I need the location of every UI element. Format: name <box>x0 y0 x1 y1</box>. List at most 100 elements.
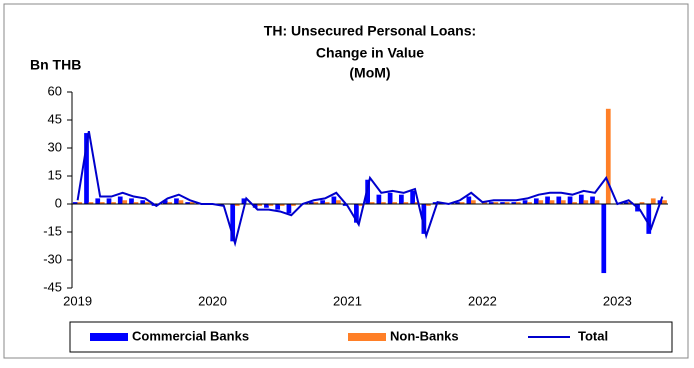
y-tick-label: -30 <box>43 251 62 266</box>
bar <box>336 200 341 204</box>
bar <box>241 198 247 204</box>
bar <box>623 202 629 204</box>
bar <box>425 204 431 206</box>
bar <box>354 204 359 223</box>
y-tick-label: 0 <box>55 195 62 210</box>
bar <box>466 196 472 204</box>
x-tick-label: 2020 <box>198 293 227 308</box>
bar <box>122 200 128 204</box>
bar <box>178 200 184 204</box>
legend-swatch <box>90 333 128 341</box>
bar <box>432 202 438 204</box>
y-tick-label: 60 <box>48 83 62 98</box>
bar <box>545 196 550 204</box>
bar <box>189 202 195 204</box>
bar <box>511 202 517 204</box>
bar <box>392 202 397 204</box>
bar <box>275 204 281 210</box>
bar <box>331 196 337 204</box>
line <box>76 131 664 247</box>
chart-title: TH: Unsecured Personal Loans: <box>264 23 476 39</box>
bar <box>185 202 191 204</box>
bar <box>594 200 600 204</box>
bar <box>605 108 611 204</box>
bar <box>309 202 314 204</box>
bar <box>500 202 505 204</box>
bar <box>342 204 348 206</box>
chart-border <box>3 3 689 359</box>
bar <box>403 202 409 204</box>
chart-title: Change in Value <box>316 45 424 61</box>
bar <box>320 200 326 204</box>
bar <box>144 202 150 204</box>
bar <box>387 192 393 204</box>
bar <box>504 202 510 204</box>
bar <box>470 200 476 204</box>
legend-label: Commercial Banks <box>132 328 249 343</box>
bar <box>268 204 274 206</box>
bar <box>133 202 139 204</box>
bar <box>140 200 146 204</box>
y-tick-label: -15 <box>43 223 62 238</box>
bar <box>650 198 656 204</box>
bar <box>313 202 319 204</box>
bar <box>538 200 544 204</box>
bar <box>117 196 123 204</box>
bar <box>414 202 420 204</box>
bar <box>381 202 386 204</box>
bar <box>560 200 566 204</box>
x-tick-label: 2021 <box>333 293 362 308</box>
bar <box>455 202 460 204</box>
bar <box>291 204 296 206</box>
y-tick-label: 30 <box>48 139 62 154</box>
y-tick-label: -45 <box>43 279 62 294</box>
bar <box>572 202 577 204</box>
x-tick-label: 2022 <box>468 293 497 308</box>
bar <box>527 202 532 204</box>
bar <box>286 204 292 214</box>
bar <box>399 194 404 204</box>
x-tick-label: 2019 <box>63 293 92 308</box>
bar <box>264 204 269 208</box>
y-axis-label: Bn THB <box>30 57 81 73</box>
chart-title: (MoM) <box>349 65 390 81</box>
y-tick-label: 15 <box>48 167 62 182</box>
bar <box>662 200 667 204</box>
bar <box>482 202 487 204</box>
bar <box>77 202 83 204</box>
bar <box>84 133 89 204</box>
bar <box>590 196 595 204</box>
bar <box>459 202 465 204</box>
x-tick-label: 2023 <box>603 293 632 308</box>
bar <box>556 196 562 204</box>
bar <box>358 204 364 206</box>
bar <box>515 202 521 204</box>
bar <box>493 202 499 204</box>
bar <box>578 194 584 204</box>
bar <box>99 202 105 204</box>
bar <box>410 190 415 204</box>
bar <box>167 202 173 204</box>
bar <box>324 202 330 204</box>
legend-label: Total <box>578 328 608 343</box>
bar <box>257 204 263 206</box>
bar <box>533 198 539 204</box>
bar <box>583 200 589 204</box>
bar <box>230 204 236 242</box>
bar <box>88 202 94 204</box>
bar <box>95 198 101 204</box>
y-tick-label: 45 <box>48 111 62 126</box>
bar <box>72 202 78 204</box>
bar <box>106 198 112 204</box>
bar <box>162 200 168 204</box>
legend-label: Non-Banks <box>390 328 459 343</box>
bar <box>369 202 375 204</box>
bar <box>421 204 427 234</box>
bar <box>129 198 134 204</box>
bar <box>174 198 179 204</box>
bar <box>522 200 528 204</box>
bar <box>279 204 285 206</box>
bar <box>567 196 573 204</box>
bar <box>601 204 607 274</box>
